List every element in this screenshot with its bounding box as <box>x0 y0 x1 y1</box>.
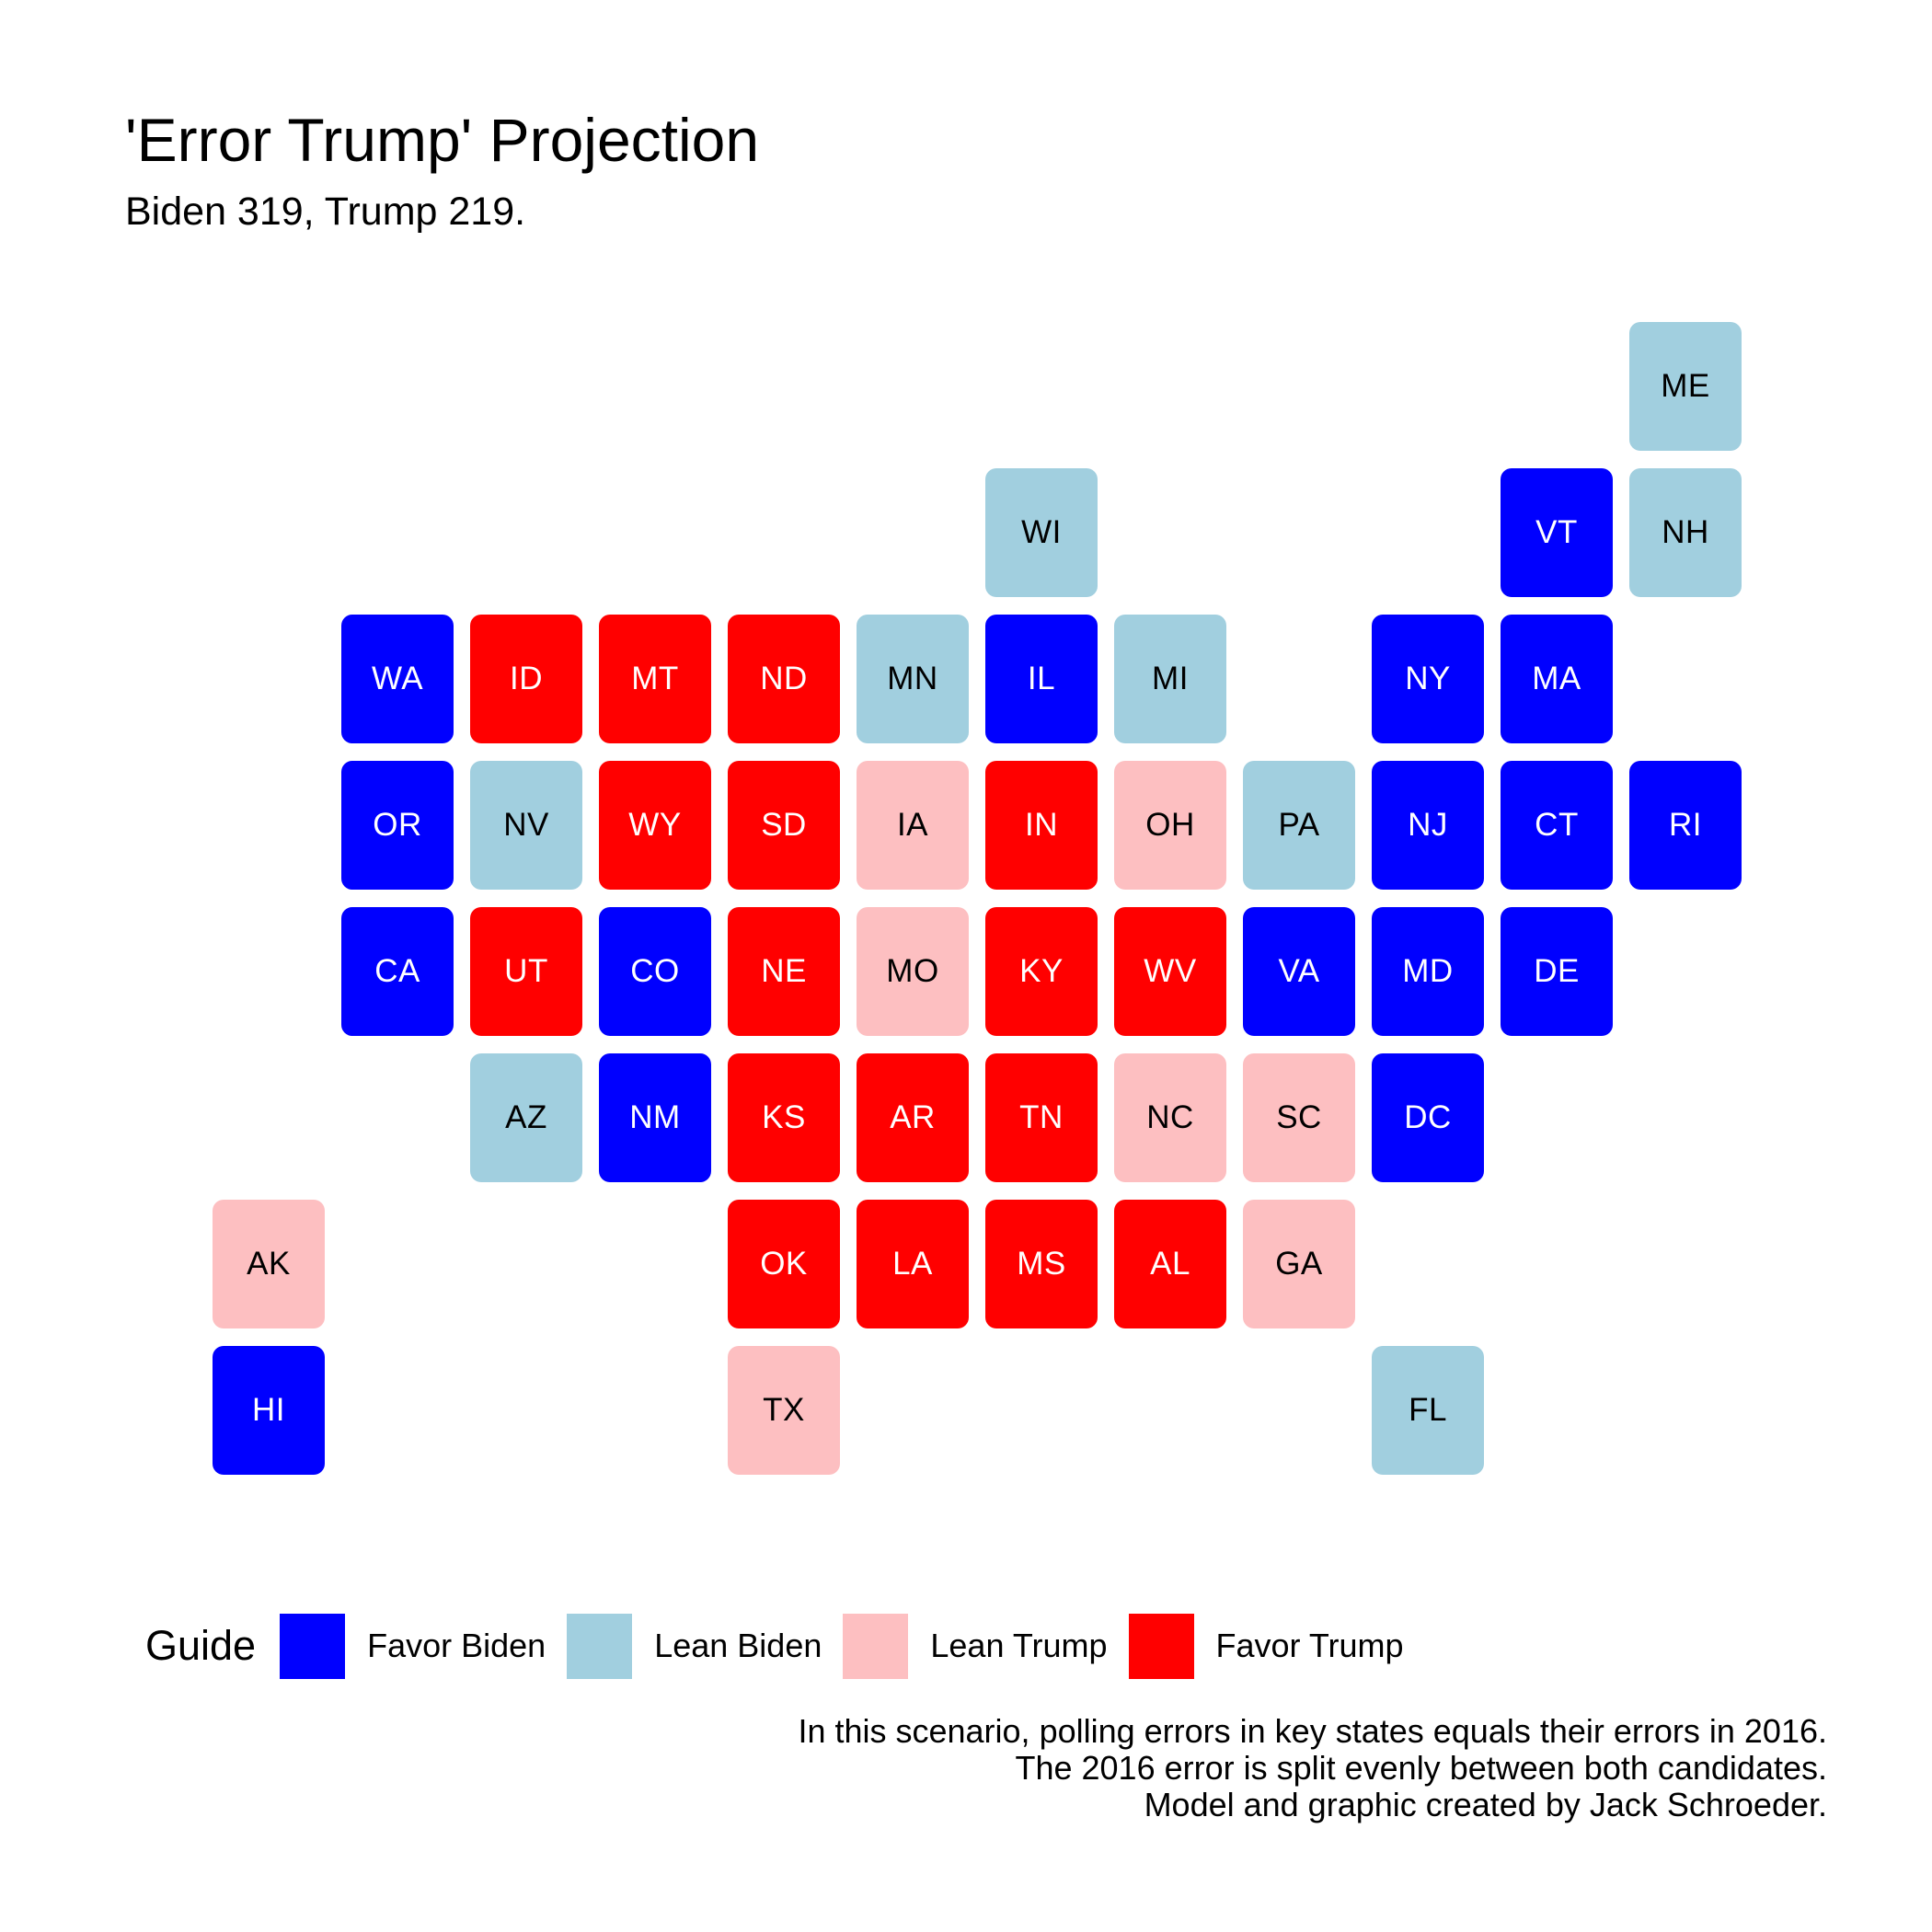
caption-line: In this scenario, polling errors in key … <box>798 1712 1827 1750</box>
state-tile-co: CO <box>599 907 711 1036</box>
legend-label: Lean Trump <box>930 1627 1108 1664</box>
state-tile-ca: CA <box>341 907 454 1036</box>
legend-label: Favor Biden <box>367 1627 546 1664</box>
state-tile-ia: IA <box>857 761 969 890</box>
state-tile-nm: NM <box>599 1053 711 1182</box>
legend-item-lean-trump: Lean Trump <box>843 1613 1108 1679</box>
state-tile-mo: MO <box>857 907 969 1036</box>
state-tile-ms: MS <box>985 1200 1098 1328</box>
state-tile-wy: WY <box>599 761 711 890</box>
state-tile-wi: WI <box>985 468 1098 597</box>
state-tile-al: AL <box>1114 1200 1226 1328</box>
state-tile-or: OR <box>341 761 454 890</box>
state-tile-sd: SD <box>728 761 840 890</box>
state-tile-fl: FL <box>1372 1346 1484 1475</box>
state-tile-oh: OH <box>1114 761 1226 890</box>
state-tile-de: DE <box>1501 907 1613 1036</box>
state-tile-va: VA <box>1243 907 1355 1036</box>
state-tile-ga: GA <box>1243 1200 1355 1328</box>
legend-swatch <box>1128 1613 1194 1679</box>
state-tile-ma: MA <box>1501 615 1613 743</box>
state-tile-ne: NE <box>728 907 840 1036</box>
map-subtitle: Biden 319, Trump 219. <box>125 190 526 234</box>
state-tile-sc: SC <box>1243 1053 1355 1182</box>
state-tile-mn: MN <box>857 615 969 743</box>
legend-label: Favor Trump <box>1215 1627 1404 1664</box>
state-tile-ky: KY <box>985 907 1098 1036</box>
state-tile-nj: NJ <box>1372 761 1484 890</box>
state-tile-wv: WV <box>1114 907 1226 1036</box>
map-title: 'Error Trump' Projection <box>125 106 760 174</box>
state-tile-hi: HI <box>213 1346 325 1475</box>
legend-swatch <box>280 1613 346 1679</box>
legend-item-favor-biden: Favor Biden <box>280 1613 546 1679</box>
state-tile-mt: MT <box>599 615 711 743</box>
state-tile-nd: ND <box>728 615 840 743</box>
state-tile-ak: AK <box>213 1200 325 1328</box>
state-tile-nc: NC <box>1114 1053 1226 1182</box>
state-tile-nh: NH <box>1629 468 1742 597</box>
state-tile-il: IL <box>985 615 1098 743</box>
state-tile-nv: NV <box>470 761 582 890</box>
state-tile-ks: KS <box>728 1053 840 1182</box>
state-tile-dc: DC <box>1372 1053 1484 1182</box>
legend-swatch <box>567 1613 633 1679</box>
legend-item-favor-trump: Favor Trump <box>1128 1613 1404 1679</box>
state-tile-wa: WA <box>341 615 454 743</box>
state-tile-ar: AR <box>857 1053 969 1182</box>
state-tile-in: IN <box>985 761 1098 890</box>
state-tile-md: MD <box>1372 907 1484 1036</box>
legend-title: Guide <box>145 1622 257 1669</box>
caption: In this scenario, polling errors in key … <box>798 1713 1827 1823</box>
state-tile-ut: UT <box>470 907 582 1036</box>
legend-swatch <box>843 1613 909 1679</box>
state-tile-vt: VT <box>1501 468 1613 597</box>
caption-line: Model and graphic created by Jack Schroe… <box>1144 1786 1827 1823</box>
caption-line: The 2016 error is split evenly between b… <box>1015 1749 1827 1787</box>
state-tile-pa: PA <box>1243 761 1355 890</box>
state-tile-ok: OK <box>728 1200 840 1328</box>
state-tile-tn: TN <box>985 1053 1098 1182</box>
state-tile-az: AZ <box>470 1053 582 1182</box>
legend-item-lean-biden: Lean Biden <box>567 1613 822 1679</box>
state-tile-ri: RI <box>1629 761 1742 890</box>
state-tile-tx: TX <box>728 1346 840 1475</box>
legend: Guide Favor Biden Lean Biden Lean Trump Fav… <box>145 1613 1425 1679</box>
state-tile-me: ME <box>1629 322 1742 451</box>
state-tile-ct: CT <box>1501 761 1613 890</box>
state-tile-ny: NY <box>1372 615 1484 743</box>
state-tile-la: LA <box>857 1200 969 1328</box>
state-tile-mi: MI <box>1114 615 1226 743</box>
legend-label: Lean Biden <box>654 1627 822 1664</box>
state-tile-id: ID <box>470 615 582 743</box>
